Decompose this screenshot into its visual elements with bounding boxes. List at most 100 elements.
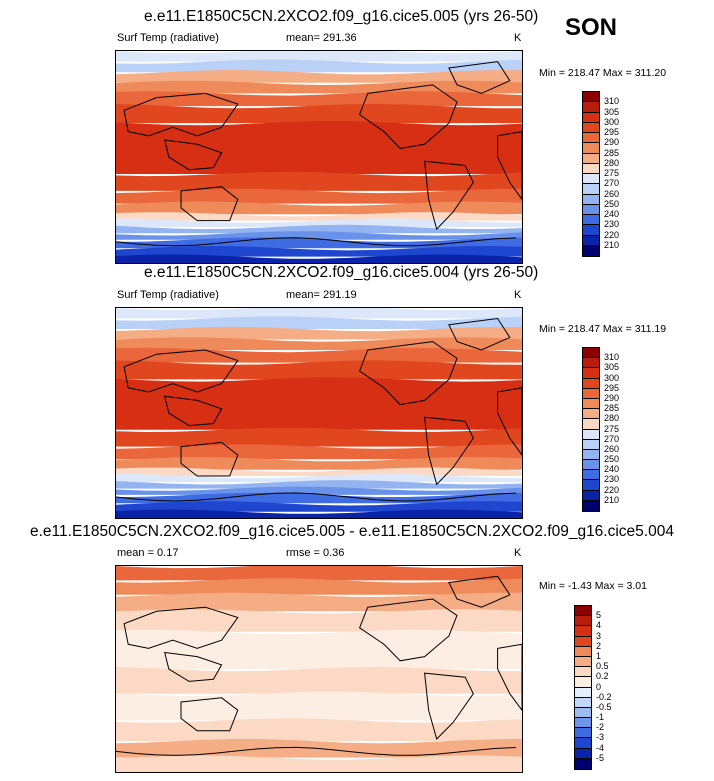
colorbar-swatch — [575, 616, 591, 627]
coastline — [164, 651, 223, 682]
colorbar-swatch — [583, 368, 599, 379]
colorbar-tick-label: 220 — [604, 484, 620, 495]
colorbar-swatch — [583, 215, 599, 226]
map-field-band — [116, 691, 522, 721]
colorbar-tick-label: 310 — [604, 96, 620, 107]
map-field-band — [116, 246, 522, 257]
colorbar-swatch — [583, 388, 599, 399]
colorbar-swatch — [575, 677, 591, 688]
colorbar-tick-label: 285 — [604, 147, 620, 158]
coastline — [497, 131, 522, 201]
colorbar-tick-label: 220 — [604, 229, 620, 240]
colorbar-swatch — [583, 122, 599, 133]
colorbar-tick-label: 280 — [604, 413, 620, 424]
colorbar-tick-label: 300 — [604, 372, 620, 383]
colorbar-swatch — [575, 758, 591, 769]
colorbar-tick-label: 275 — [604, 423, 620, 434]
coastline — [180, 186, 239, 222]
coastline — [164, 139, 223, 171]
colorbar-swatch — [583, 163, 599, 174]
colorbar-tick-label: 240 — [604, 464, 620, 475]
colorbar-tick-label: 270 — [604, 433, 620, 444]
map-field-band — [116, 501, 522, 512]
colorbar-swatch — [583, 460, 599, 471]
map-field-band — [116, 231, 522, 240]
coastline-antarctica — [116, 746, 517, 756]
colorbar-tick-label: 290 — [604, 137, 620, 148]
colorbar-tick-label: 240 — [604, 209, 620, 219]
map-field-band — [116, 509, 522, 518]
coastline — [424, 416, 474, 486]
map-field-band — [116, 360, 522, 380]
colorbar-tick-label: 250 — [604, 198, 620, 209]
colorbar-tick-label: 250 — [604, 454, 620, 465]
map-field-band — [116, 486, 522, 495]
colorbar-swatch — [575, 687, 591, 698]
colorbar-tick-label: -4 — [596, 742, 605, 753]
colorbar-tick-label: 230 — [604, 219, 620, 230]
colorbar-swatch — [583, 480, 599, 491]
panel1-title: e.e11.E1850C5CN.2XCO2.f09_g16.cice5.005 … — [144, 8, 539, 25]
colorbar-tick-label: 230 — [604, 474, 620, 485]
map-field-band — [116, 91, 522, 107]
colorbar-swatch — [575, 707, 591, 719]
colorbar-tick-label: -5 — [596, 752, 605, 763]
colorbar-tick-label: 300 — [604, 116, 620, 127]
panel2-mean-label: mean= 291.19 — [286, 289, 357, 301]
colorbar-swatch — [583, 439, 599, 450]
map-field-band — [116, 473, 522, 483]
coastline — [180, 441, 239, 477]
coastline — [424, 160, 474, 231]
panel3-unit-label: K — [514, 547, 522, 559]
map-field-band — [116, 609, 522, 632]
map-field-band — [116, 224, 522, 234]
colorbar-swatch — [575, 656, 591, 668]
panel3-map-svg — [116, 566, 522, 772]
panel1-mean-label: mean= 291.36 — [286, 32, 357, 44]
panel3-colorbar — [574, 605, 592, 770]
panel2-colorbar — [582, 347, 600, 512]
panel2-map-svg — [116, 308, 522, 518]
colorbar-swatch — [583, 133, 599, 144]
coastline — [180, 697, 239, 732]
colorbar-swatch — [583, 92, 599, 103]
colorbar-tick-label: -1 — [596, 712, 605, 723]
panel2-minmax-label: Min = 218.47 Max = 311.19 — [539, 323, 667, 335]
colorbar-swatch — [575, 646, 591, 657]
coastline — [497, 387, 522, 456]
map-field-band — [116, 254, 522, 263]
colorbar-swatch — [583, 429, 599, 440]
colorbar-tick-label: -2 — [596, 722, 605, 733]
colorbar-swatch — [583, 174, 599, 185]
map-field-band — [116, 70, 522, 83]
colorbar-tick-label: 310 — [604, 352, 620, 363]
coastline — [123, 606, 239, 649]
colorbar-swatch — [583, 245, 599, 256]
map-field-band — [116, 578, 522, 595]
map-field-band — [116, 427, 522, 447]
colorbar-swatch — [575, 748, 591, 759]
map-field-band — [116, 218, 522, 227]
map-field-band — [116, 188, 522, 204]
map-field-band — [116, 337, 522, 350]
map-field-band — [116, 171, 522, 191]
panel3-title: e.e11.E1850C5CN.2XCO2.f09_g16.cice5.005 … — [30, 523, 674, 540]
colorbar-tick-label: -3 — [596, 732, 605, 743]
map-field-band — [116, 592, 522, 612]
colorbar-swatch — [583, 409, 599, 420]
colorbar-tick-label: 210 — [604, 494, 620, 505]
colorbar-tick-label: 285 — [604, 403, 620, 414]
colorbar-swatch — [583, 419, 599, 430]
coastline — [358, 341, 458, 406]
map-field-band — [116, 212, 522, 221]
coastline — [448, 575, 511, 608]
coastline — [164, 395, 223, 427]
map-field-band — [116, 51, 522, 62]
colorbar-tick-label: 270 — [604, 178, 620, 189]
coastline — [424, 672, 474, 740]
colorbar-swatch — [583, 225, 599, 236]
colorbar-swatch — [583, 358, 599, 369]
panel1-map — [115, 50, 523, 264]
panel2-map — [115, 307, 523, 519]
map-field-band — [116, 480, 522, 489]
